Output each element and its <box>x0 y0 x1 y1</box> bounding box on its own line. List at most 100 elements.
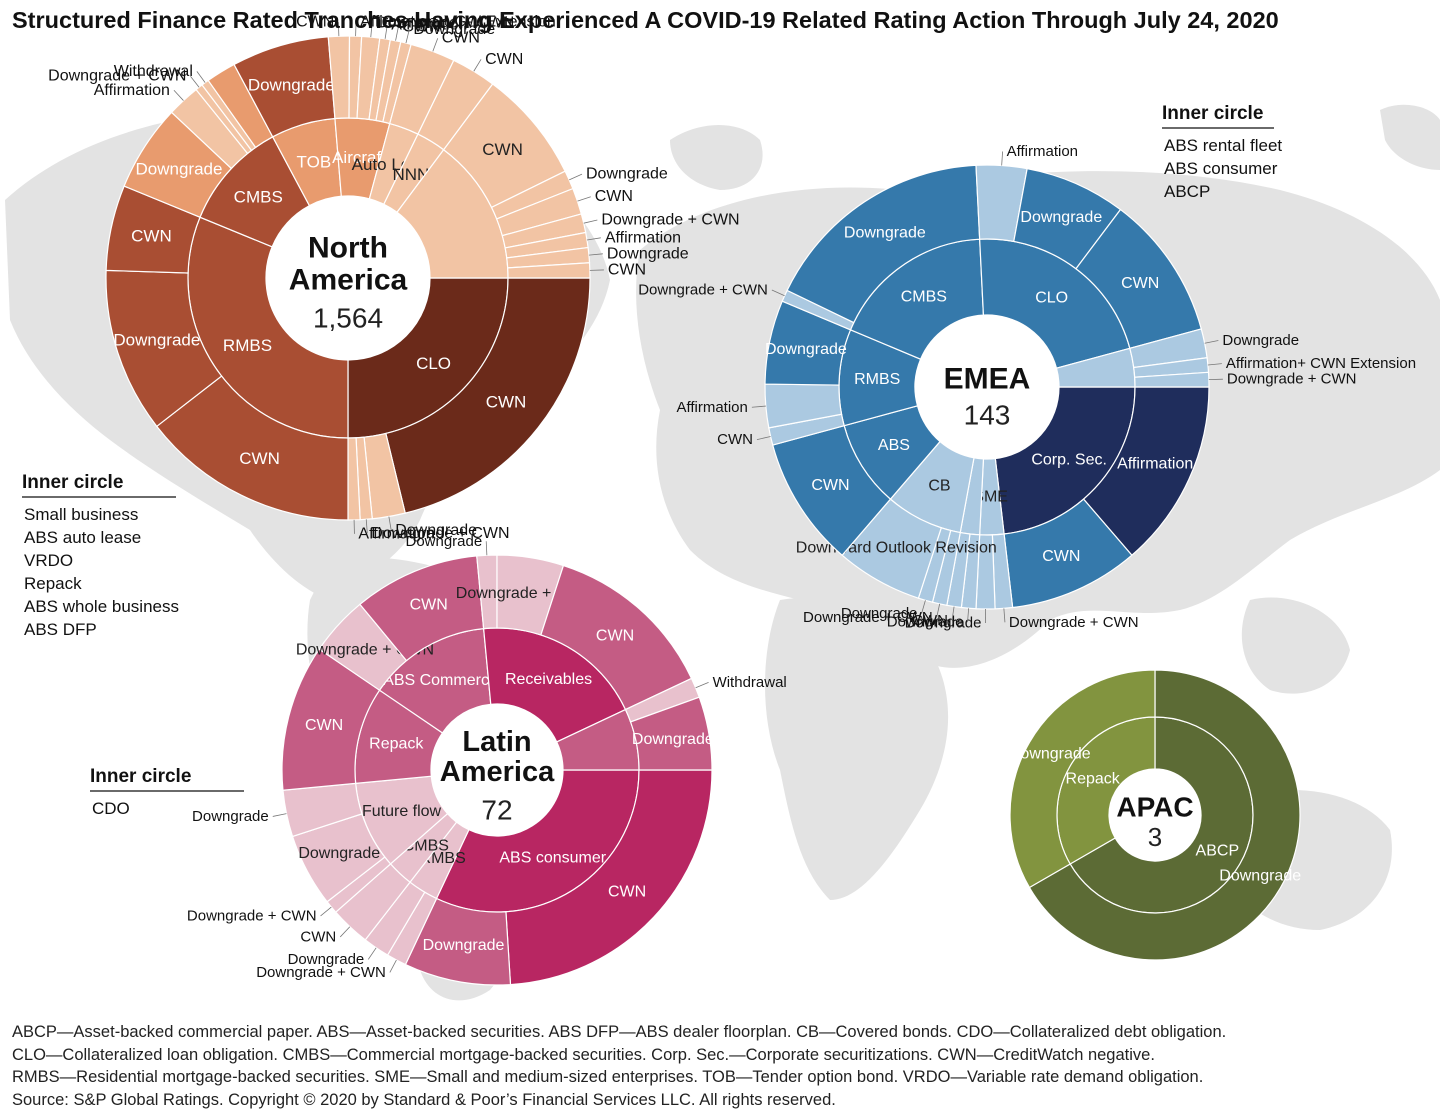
leader-line <box>473 59 482 72</box>
callout-label-affirmation: Affirmation <box>391 17 467 34</box>
outer-label-downgrade: Downgrade <box>423 937 505 954</box>
region-name: APAC <box>1116 792 1193 823</box>
region-name: Latin <box>462 726 531 758</box>
region-total: 1,564 <box>313 303 383 334</box>
inner-label-cmbs: CMBS <box>234 187 283 206</box>
callout-label-affirmation-cw-extension: Affirmation + CW Extension <box>360 14 556 31</box>
inner-label-receivables: Receivables <box>505 671 592 688</box>
leader-line <box>951 606 955 621</box>
callout-label-downgrade: Downgrade <box>887 614 964 631</box>
inner-label-future-flow: Future flow <box>362 803 442 820</box>
leader-line <box>370 23 373 38</box>
callout-label-downgrade: Downgrade <box>841 605 918 622</box>
callout-label-downgrade-cwn: Downgrade + CWN <box>1009 614 1139 631</box>
inner-circle-legend-north-america: Inner circle Small business ABS auto lease… <box>22 472 179 639</box>
leader-line <box>384 24 388 39</box>
outer-label-downgrade: Downgrade <box>1219 867 1301 884</box>
leader-line <box>1207 363 1222 366</box>
callout-label-downgrade: Downgrade <box>405 533 482 550</box>
callout-label-downgrade: Downgrade <box>607 245 689 262</box>
callout-label-cwn: CWN <box>300 928 336 945</box>
leader-line <box>756 436 771 441</box>
inner-label-cmbs: CMBS <box>901 288 947 305</box>
outer-label-cwn: CWN <box>1121 275 1159 292</box>
outer-label-cwn: CWN <box>305 717 343 734</box>
leader-line <box>569 173 583 181</box>
map-landmass-7 <box>1380 104 1440 170</box>
leader-line <box>196 71 206 83</box>
inner-label-rmbs: RMBS <box>854 371 900 388</box>
callout-label-cwn: CWN <box>595 188 633 205</box>
outer-label-cwn: CWN <box>131 227 172 246</box>
outer-label-downgrade: Downgrade <box>1020 209 1102 226</box>
legend-item-small-business: Small business <box>24 505 138 524</box>
callout-label-downgrade: Downgrade <box>413 21 495 38</box>
outer-label-downgrade: Downgrade <box>844 224 926 241</box>
chart-title: Structured Finance Rated Tranches Having… <box>12 7 1279 33</box>
region-name: America <box>440 756 555 788</box>
region-name: EMEA <box>944 363 1031 396</box>
inner-label-tob: TOB <box>297 152 332 171</box>
leader-line <box>388 516 392 531</box>
inner-label-abs-commercial: ABS Commercial <box>383 672 505 689</box>
legend-item-cdo: CDO <box>92 799 130 818</box>
callout-label-downgrade-cwn: Downgrade + CWN <box>256 964 386 981</box>
leader-line <box>921 600 926 614</box>
inner-circle-legend-emea: Inner circle ABS rental fleet ABS consumer… <box>1162 103 1282 201</box>
callout-label-cwn: CWN <box>296 14 334 31</box>
inner-circle-legend-latin-america: Inner circle CDO <box>90 766 244 818</box>
outer-slice-other-downgrade-cwn <box>1134 371 1210 388</box>
outer-label-downgrade: Downgrade <box>113 331 200 350</box>
callout-label-affirmation-cwn-extension: Affirmation+ CWN Extension <box>1226 355 1416 372</box>
map-landmass-4 <box>1241 597 1350 694</box>
outer-label-cwn: CWN <box>482 140 523 159</box>
leader-line <box>695 681 709 689</box>
outer-label-cwn: CWN <box>596 628 634 645</box>
region-name: North <box>308 232 388 265</box>
callout-label-downgrade: Downgrade <box>395 522 477 539</box>
legend-title: Inner circle <box>1162 103 1263 124</box>
outer-label-downgrade: Downgrade <box>135 160 222 179</box>
legend-item-abs-auto-lease: ABS auto lease <box>24 528 141 547</box>
callout-label-cwn: CWN <box>912 612 948 629</box>
inner-label-corp-sec: Corp. Sec. <box>1031 452 1107 469</box>
leader-line <box>1001 151 1003 166</box>
outer-label-cwn: CWN <box>486 393 527 412</box>
inner-label-abs-consumer: ABS consumer <box>499 849 606 866</box>
callout-label-affirmation: Affirmation <box>676 399 747 416</box>
footnote-source: Source: S&P Global Ratings. Copyright © … <box>12 1090 836 1109</box>
outer-slice-other-downgrade <box>629 696 713 771</box>
callout-label-downgrade-cwn: Downgrade + CWN <box>601 212 739 229</box>
callout-label-downgrade: Downgrade <box>192 808 269 825</box>
outer-label-cwn: CWN <box>239 449 280 468</box>
legend-item-abs-whole-business: ABS whole business <box>24 597 179 616</box>
outer-slice-abcp-downgrade <box>1028 669 1301 961</box>
leader-line <box>577 196 591 202</box>
callout-label-withdrawal: Withdrawal <box>114 63 193 80</box>
inner-label-clo: CLO <box>416 354 451 373</box>
callout-label-downgrade: Downgrade <box>1222 332 1299 349</box>
map-landmass-3 <box>765 597 949 900</box>
legend-item-vrdo: VRDO <box>24 551 73 570</box>
center-hole <box>431 704 563 836</box>
outer-label-downgrade: Downgrade <box>632 731 714 748</box>
inner-label-clo: CLO <box>1035 290 1068 307</box>
callout-label-downgrade-cwn: Downgrade + CWN <box>803 609 933 626</box>
leader-line <box>1003 608 1006 623</box>
legend-title: Inner circle <box>22 472 123 493</box>
callout-label-withdrawal: Withdrawal <box>713 674 787 691</box>
leader-line <box>365 519 368 534</box>
leader-line <box>337 22 340 37</box>
callout-label-affirmation: Affirmation <box>1007 143 1078 160</box>
inner-label-rmbs: RMBS <box>223 336 272 355</box>
leader-line <box>367 947 377 960</box>
callout-label-affirmation: Affirmation <box>605 229 681 246</box>
legend-item-abs-consumer: ABS consumer <box>1164 159 1278 178</box>
leader-line <box>588 253 603 256</box>
